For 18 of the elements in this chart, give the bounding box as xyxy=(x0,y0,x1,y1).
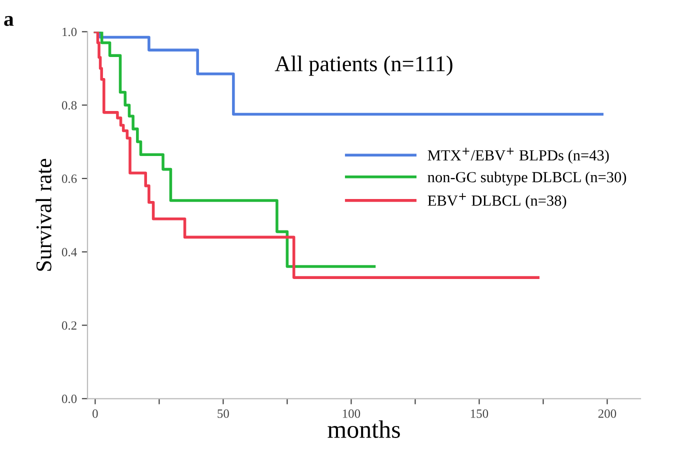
y-tick-label: 0.2 xyxy=(62,321,76,330)
x-tick-label: 200 xyxy=(598,409,616,418)
y-tick-label: 1.0 xyxy=(62,28,77,36)
legend-label: EBV$^{+}$ DLBCL (n=38) xyxy=(428,193,566,209)
legend-label: non-GC subtype DLBCL (n=30) xyxy=(428,172,626,186)
x-tick-label: 150 xyxy=(470,409,488,418)
y-axis-title: Survival rate xyxy=(36,158,52,271)
text: All patients (n=111) xyxy=(274,56,452,76)
x-tick-label: 0 xyxy=(92,409,98,418)
y-tick-label: 0.4 xyxy=(62,248,77,256)
y-tick-label: 0.6 xyxy=(62,174,77,183)
y-tick-label: 0.8 xyxy=(62,101,77,110)
legend-label: MTX$^{+}$/EBV$^{+}$ BLPDs (n=43) xyxy=(428,148,609,164)
text: a xyxy=(4,16,14,26)
x-axis-title: months xyxy=(328,420,400,438)
x-tick-label: 100 xyxy=(342,409,360,418)
y-tick-label: 0.0 xyxy=(62,394,77,404)
x-tick-label: 50 xyxy=(218,409,229,418)
